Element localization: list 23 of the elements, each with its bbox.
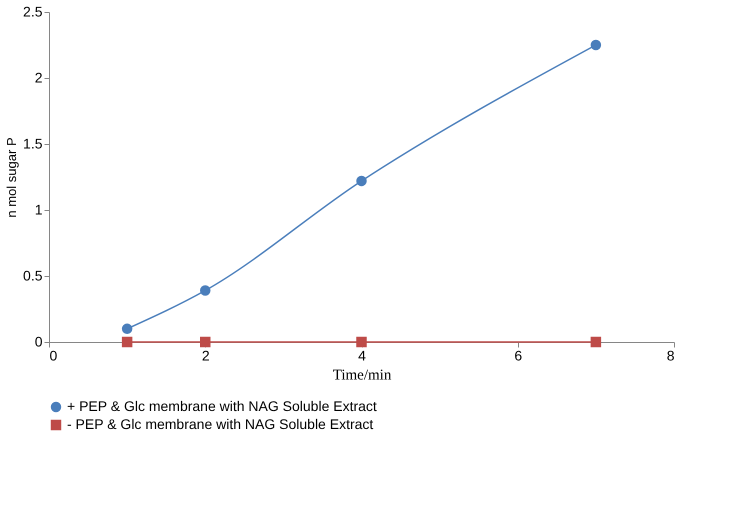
y-tick-label: 2 <box>34 70 43 86</box>
y-tick-label: 1 <box>34 202 43 218</box>
y-tick-label: 0 <box>34 334 43 350</box>
legend-label: + PEP & Glc membrane with NAG Soluble Extract <box>67 398 377 414</box>
x-tick-label: 0 <box>50 348 58 364</box>
y-axis-title: n mol sugar P <box>4 137 20 218</box>
legend-label: - PEP & Glc membrane with NAG Soluble Extract <box>67 416 374 432</box>
y-tick-label: 0.5 <box>23 268 43 284</box>
x-axis-title: Time/min <box>332 368 392 384</box>
point <box>356 336 367 348</box>
point <box>356 176 367 186</box>
point <box>200 285 210 296</box>
point <box>590 40 602 50</box>
y-tick-label: 2.5 <box>23 4 43 20</box>
point <box>122 336 132 348</box>
x-tick-label: 4 <box>358 348 366 364</box>
x-tick-label: 2 <box>202 348 210 364</box>
x-tick-label: 6 <box>514 348 522 364</box>
point <box>200 336 210 348</box>
point <box>122 324 132 334</box>
y-tick-label: 1.5 <box>23 136 43 152</box>
point <box>590 336 602 348</box>
x-tick-label: 8 <box>666 348 675 364</box>
